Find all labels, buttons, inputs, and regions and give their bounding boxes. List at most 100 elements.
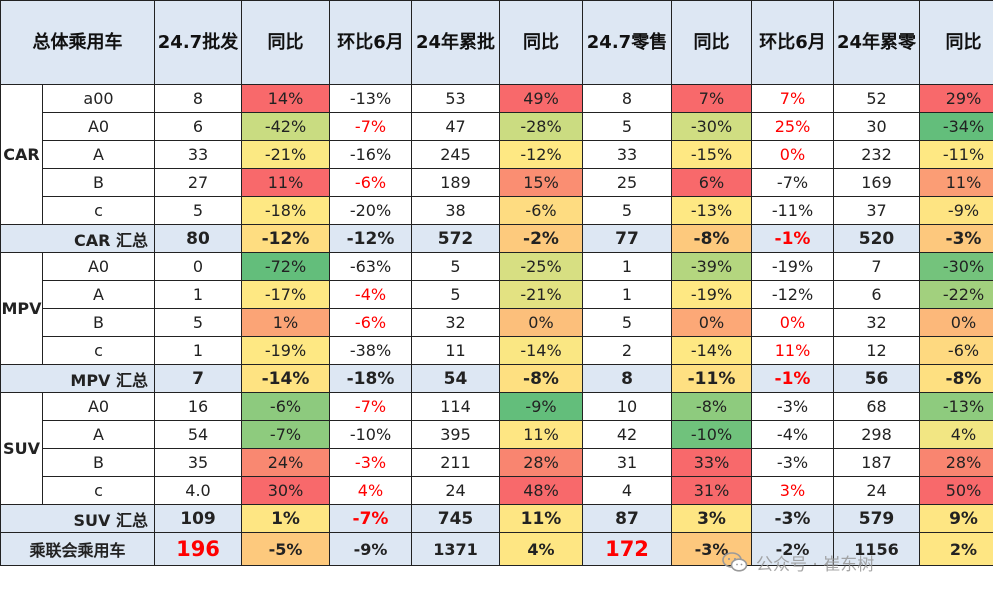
segment-label: A0 <box>42 392 155 421</box>
cell-wholesale-ytd-yoy: -2% <box>499 224 583 253</box>
cell-wholesale-ytd-yoy: -25% <box>499 252 583 281</box>
cell-retail-ytd-yoy: 11% <box>919 168 993 197</box>
segment-label: a00 <box>42 84 155 113</box>
cell-wholesale-ytd: 11 <box>411 336 500 365</box>
table-row: CAR a00 8 14% -13% 53 49% 8 7% 7% 52 29% <box>0 84 993 225</box>
cell-wholesale-mom: -16% <box>329 140 412 169</box>
table-row: A 1 -17% -4% 5 -21% 1 -19% -12% 6 -22% <box>1 280 993 309</box>
summary-row: SUV 汇总 109 1% -7% 745 11% 87 3% -3% 579 9% <box>0 504 993 533</box>
cell-retail-ytd-yoy: 4% <box>919 420 993 449</box>
table-row: MPV A0 0 -72% -63% 5 -25% 1 -39% -19% 7 -30% <box>0 252 993 365</box>
cell-retail-yoy: -13% <box>671 196 752 225</box>
cell-retail-mom: -7% <box>751 168 834 197</box>
cell-wholesale-ytd: 211 <box>411 448 500 477</box>
total-label: 乘联会乘用车 <box>0 532 155 566</box>
header-retail-ytd-yoy: 同比 <box>919 0 993 85</box>
segment-label: B <box>42 308 155 337</box>
segment-label: B <box>42 448 155 477</box>
cell-wholesale: 8 <box>154 84 242 113</box>
table-row: c 4.0 30% 4% 24 48% 4 31% 3% 24 50% <box>1 476 993 505</box>
table-row: A0 6 -42% -7% 47 -28% 5 -30% 25% 30 -34% <box>1 112 993 141</box>
cell-wholesale-ytd-yoy: 11% <box>499 420 583 449</box>
cell-retail-yoy: 0% <box>671 308 752 337</box>
header-retail-mom: 环比6月 <box>751 0 834 85</box>
cell-wholesale-yoy: -5% <box>241 532 330 566</box>
cell-retail: 5 <box>582 112 672 141</box>
cell-retail-yoy: -10% <box>671 420 752 449</box>
cell-wholesale-ytd: 189 <box>411 168 500 197</box>
cell-retail: 77 <box>582 224 672 253</box>
cell-retail-yoy: -30% <box>671 112 752 141</box>
category-label: SUV <box>0 392 43 505</box>
cell-retail-ytd-yoy: -8% <box>919 364 993 393</box>
cell-wholesale-mom: -4% <box>329 280 412 309</box>
header-wholesale-mom: 环比6月 <box>329 0 412 85</box>
category-label: CAR <box>0 84 43 225</box>
cell-retail-ytd: 232 <box>833 140 920 169</box>
sales-table: 总体乘用车 24.7批发 同比 环比6月 24年累批 同比 24.7零售 同比 … <box>0 0 993 566</box>
cell-retail-ytd: 68 <box>833 392 920 421</box>
cell-wholesale-yoy: 24% <box>241 448 330 477</box>
cell-wholesale: 35 <box>154 448 242 477</box>
cell-wholesale-ytd-yoy: -14% <box>499 336 583 365</box>
cell-wholesale-yoy: -21% <box>241 140 330 169</box>
segment-label: A <box>42 280 155 309</box>
cell-retail-ytd-yoy: -34% <box>919 112 993 141</box>
cell-retail-ytd-yoy: 2% <box>919 532 993 566</box>
cell-retail-mom: -19% <box>751 252 834 281</box>
cell-retail-ytd: 7 <box>833 252 920 281</box>
cell-wholesale: 196 <box>154 532 242 566</box>
cell-wholesale-yoy: -19% <box>241 336 330 365</box>
cell-retail-yoy: -11% <box>671 364 752 393</box>
cell-wholesale: 6 <box>154 112 242 141</box>
segment-label: c <box>42 196 155 225</box>
cell-retail-yoy: 3% <box>671 504 752 533</box>
cell-retail-mom: -1% <box>751 224 834 253</box>
cell-retail-yoy: -8% <box>671 224 752 253</box>
cell-wholesale: 16 <box>154 392 242 421</box>
cell-wholesale-ytd: 24 <box>411 476 500 505</box>
cell-retail: 10 <box>582 392 672 421</box>
cell-wholesale-ytd-yoy: -9% <box>499 392 583 421</box>
cell-wholesale-yoy: -17% <box>241 280 330 309</box>
cell-retail: 33 <box>582 140 672 169</box>
cell-wholesale-ytd: 245 <box>411 140 500 169</box>
cell-wholesale-ytd-yoy: 0% <box>499 308 583 337</box>
segment-label: A0 <box>42 252 155 281</box>
segment-label: A <box>42 420 155 449</box>
cell-wholesale-mom: -63% <box>329 252 412 281</box>
cell-retail: 1 <box>582 252 672 281</box>
cell-retail: 8 <box>582 84 672 113</box>
cell-retail-mom: -3% <box>751 392 834 421</box>
cell-retail-mom: -12% <box>751 280 834 309</box>
cell-wholesale-yoy: -14% <box>241 364 330 393</box>
cell-retail: 8 <box>582 364 672 393</box>
cell-wholesale: 5 <box>154 196 242 225</box>
cell-retail-ytd-yoy: 9% <box>919 504 993 533</box>
cell-wholesale: 54 <box>154 420 242 449</box>
cell-wholesale: 4.0 <box>154 476 242 505</box>
cell-wholesale-mom: -38% <box>329 336 412 365</box>
cell-wholesale: 1 <box>154 280 242 309</box>
summary-row: MPV 汇总 7 -14% -18% 54 -8% 8 -11% -1% 56 -8% <box>0 364 993 393</box>
cell-retail-yoy: -8% <box>671 392 752 421</box>
cell-retail: 1 <box>582 280 672 309</box>
cell-retail-ytd-yoy: -3% <box>919 224 993 253</box>
cell-wholesale-ytd-yoy: -28% <box>499 112 583 141</box>
cell-wholesale-mom: -12% <box>329 224 412 253</box>
cell-retail-mom: -1% <box>751 364 834 393</box>
cell-wholesale-mom: -7% <box>329 504 412 533</box>
header-wholesale-yoy: 同比 <box>241 0 330 85</box>
cell-wholesale-yoy: 30% <box>241 476 330 505</box>
table-body: CAR a00 8 14% -13% 53 49% 8 7% 7% 52 29% A0 6 -42% -7% 4… <box>0 84 993 566</box>
cell-wholesale-yoy: -7% <box>241 420 330 449</box>
cell-retail-ytd: 520 <box>833 224 920 253</box>
cell-retail-yoy: 7% <box>671 84 752 113</box>
header-row: 总体乘用车 24.7批发 同比 环比6月 24年累批 同比 24.7零售 同比 … <box>0 0 993 85</box>
cell-retail-ytd: 56 <box>833 364 920 393</box>
cell-wholesale-ytd: 745 <box>411 504 500 533</box>
segment-label: c <box>42 476 155 505</box>
cell-retail: 31 <box>582 448 672 477</box>
cell-wholesale-mom: -20% <box>329 196 412 225</box>
cell-wholesale-mom: -7% <box>329 392 412 421</box>
